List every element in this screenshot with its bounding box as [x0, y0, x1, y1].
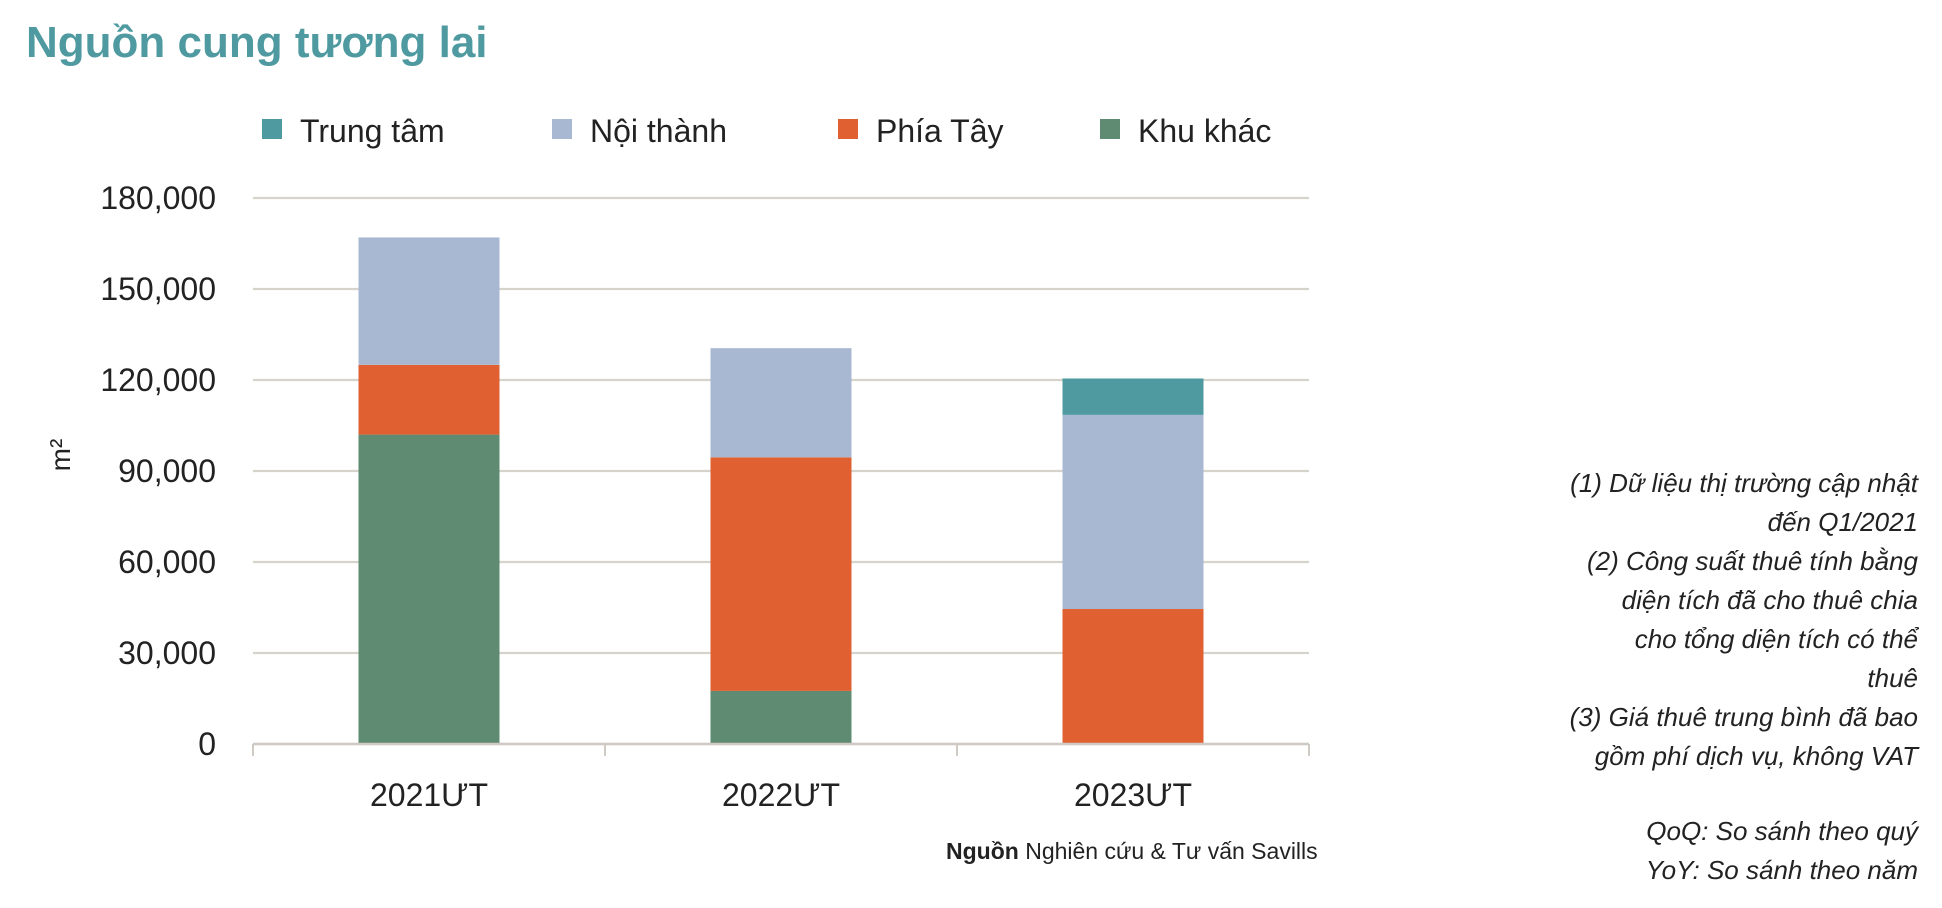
x-tick-label: 2021ƯT: [370, 777, 488, 813]
bar-segment: [358, 434, 500, 744]
legend-swatch: [838, 119, 858, 139]
note-1-line-1: (1) Dữ liệu thị trường cập nhật: [1570, 468, 1918, 498]
legend-label: Nội thành: [590, 113, 727, 149]
y-tick-label: 0: [198, 726, 216, 762]
note-yoy: YoY: So sánh theo năm: [1645, 855, 1918, 885]
bar-segment: [358, 364, 500, 435]
legend-swatch: [1100, 119, 1120, 139]
chart-bars: [358, 237, 1204, 744]
x-tick-label: 2022ƯT: [722, 777, 840, 813]
page-title: Nguồn cung tương lai: [26, 18, 488, 67]
chart-legend: Trung tâm Nội thành Phía Tây Khu khác: [262, 113, 1271, 149]
y-tick-label: 120,000: [100, 362, 216, 398]
y-axis-label: m²: [45, 439, 76, 472]
legend-label: Trung tâm: [300, 113, 445, 149]
note-2-line-3: cho tổng diện tích có thể: [1634, 624, 1918, 654]
bar-segment: [710, 690, 852, 744]
bar-segment: [1062, 378, 1204, 415]
chart-axes: 0 30,000 60,000 90,000 120,000 150,000 180,000…: [45, 180, 1310, 813]
legend-label: Khu khác: [1138, 113, 1271, 149]
legend-label: Phía Tây: [876, 113, 1003, 149]
y-tick-label: 60,000: [118, 544, 216, 580]
source-label: Nguồn: [946, 838, 1019, 864]
note-qoq: QoQ: So sánh theo quý: [1646, 816, 1918, 846]
bar-segment: [1062, 414, 1204, 610]
note-2-line-4: thuê: [1867, 663, 1918, 693]
legend-swatch: [552, 119, 572, 139]
note-3-line-1: (3) Giá thuê trung bình đã bao: [1569, 702, 1918, 732]
note-2-line-1: (2) Công suất thuê tính bằng: [1586, 546, 1918, 576]
x-tick-label: 2023ƯT: [1074, 777, 1192, 813]
bar-segment: [710, 348, 852, 458]
y-tick-label: 150,000: [100, 271, 216, 307]
source-note: Nguồn Nghiên cứu & Tư vấn Savills: [946, 838, 1318, 865]
note-3-line-2: gồm phí dịch vụ, không VAT: [1594, 741, 1918, 771]
y-tick-label: 180,000: [100, 180, 216, 216]
notes-spacer: [1498, 776, 1918, 812]
footnotes: (1) Dữ liệu thị trường cập nhật đến Q1/2…: [1498, 464, 1918, 890]
y-tick-label: 90,000: [118, 453, 216, 489]
legend-swatch: [262, 119, 282, 139]
note-1-line-2: đến Q1/2021: [1767, 507, 1918, 537]
bar-segment: [358, 237, 500, 365]
y-tick-label: 30,000: [118, 635, 216, 671]
bar-segment: [1062, 609, 1204, 744]
note-2-line-2: diện tích đã cho thuê chia: [1621, 585, 1918, 615]
source-text: Nghiên cứu & Tư vấn Savills: [1025, 838, 1318, 864]
bar-segment: [710, 457, 852, 691]
